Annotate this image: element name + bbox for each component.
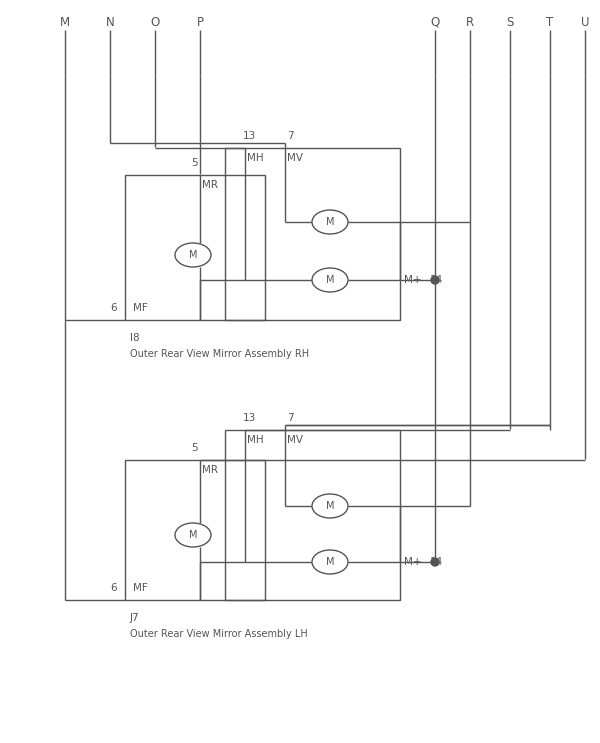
Text: MR: MR <box>202 180 218 190</box>
Text: Q: Q <box>430 16 440 28</box>
Text: 6: 6 <box>110 303 117 313</box>
Text: P: P <box>197 16 203 28</box>
Bar <box>225 148 400 320</box>
Ellipse shape <box>312 210 348 234</box>
Circle shape <box>431 276 439 284</box>
Text: M+: M+ <box>404 275 421 285</box>
Ellipse shape <box>175 523 211 547</box>
Text: MR: MR <box>202 465 218 475</box>
Text: 5: 5 <box>191 443 198 453</box>
Text: T: T <box>547 16 554 28</box>
Text: 6: 6 <box>110 583 117 593</box>
Text: 13: 13 <box>243 413 256 423</box>
Ellipse shape <box>175 243 211 267</box>
Text: N: N <box>106 16 115 28</box>
Text: M: M <box>326 275 334 285</box>
Text: MH: MH <box>247 435 263 445</box>
Text: 7: 7 <box>287 413 293 423</box>
Text: M: M <box>326 217 334 227</box>
Text: MF: MF <box>133 583 148 593</box>
Text: Outer Rear View Mirror Assembly LH: Outer Rear View Mirror Assembly LH <box>130 629 308 639</box>
Text: MV: MV <box>287 153 303 163</box>
Text: O: O <box>151 16 160 28</box>
Text: 7: 7 <box>287 131 293 141</box>
Text: Outer Rear View Mirror Assembly RH: Outer Rear View Mirror Assembly RH <box>130 349 309 359</box>
Text: M: M <box>60 16 70 28</box>
Text: M: M <box>326 501 334 511</box>
Bar <box>225 430 400 600</box>
Ellipse shape <box>312 494 348 518</box>
Text: S: S <box>506 16 514 28</box>
Text: U: U <box>581 16 589 28</box>
Text: 14: 14 <box>430 275 443 285</box>
Bar <box>125 175 265 320</box>
Text: M: M <box>189 250 197 260</box>
Text: I8: I8 <box>130 333 140 343</box>
Text: MF: MF <box>133 303 148 313</box>
Text: 5: 5 <box>191 158 198 168</box>
Circle shape <box>431 558 439 566</box>
Text: 13: 13 <box>243 131 256 141</box>
Text: MH: MH <box>247 153 263 163</box>
Text: M: M <box>326 557 334 567</box>
Text: R: R <box>466 16 474 28</box>
Text: M: M <box>189 530 197 540</box>
Ellipse shape <box>312 268 348 292</box>
Text: M+: M+ <box>404 557 421 567</box>
Ellipse shape <box>312 550 348 574</box>
Text: J7: J7 <box>130 613 140 623</box>
Bar <box>125 460 265 600</box>
Text: 14: 14 <box>430 557 443 567</box>
Text: MV: MV <box>287 435 303 445</box>
